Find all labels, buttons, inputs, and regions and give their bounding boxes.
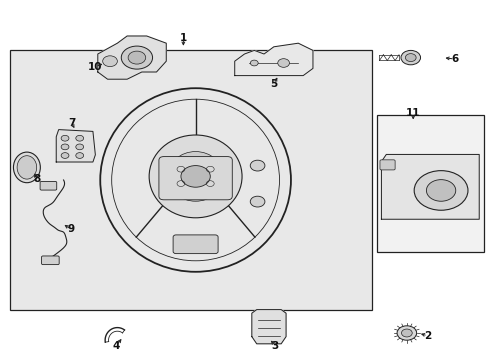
Circle shape — [250, 196, 264, 207]
Ellipse shape — [17, 156, 37, 179]
Polygon shape — [56, 130, 95, 162]
Circle shape — [401, 329, 411, 337]
Text: 11: 11 — [405, 108, 420, 118]
Circle shape — [76, 153, 83, 158]
Bar — [376, 115, 483, 252]
Polygon shape — [251, 310, 285, 344]
Text: 1: 1 — [180, 33, 186, 43]
Circle shape — [121, 46, 152, 69]
Text: 7: 7 — [68, 118, 76, 129]
FancyBboxPatch shape — [173, 235, 218, 253]
Circle shape — [61, 135, 69, 141]
Circle shape — [76, 144, 83, 150]
Circle shape — [61, 153, 69, 158]
Circle shape — [181, 166, 210, 187]
Text: 3: 3 — [271, 341, 278, 351]
Circle shape — [250, 60, 258, 66]
Ellipse shape — [167, 152, 223, 201]
Circle shape — [413, 171, 467, 210]
Ellipse shape — [149, 135, 242, 218]
Text: 6: 6 — [450, 54, 457, 64]
Circle shape — [396, 326, 416, 340]
Text: 4: 4 — [112, 341, 120, 351]
Circle shape — [61, 144, 69, 150]
Circle shape — [102, 56, 117, 67]
Circle shape — [76, 135, 83, 141]
Circle shape — [426, 180, 455, 201]
Text: 2: 2 — [424, 331, 430, 341]
Circle shape — [250, 160, 264, 171]
Polygon shape — [98, 36, 166, 79]
FancyBboxPatch shape — [40, 181, 57, 190]
Text: 8: 8 — [33, 174, 40, 184]
Text: 5: 5 — [270, 79, 277, 89]
Circle shape — [128, 51, 145, 64]
Text: 9: 9 — [67, 224, 74, 234]
Text: 10: 10 — [88, 62, 102, 72]
FancyBboxPatch shape — [159, 157, 232, 200]
Circle shape — [405, 54, 415, 62]
FancyBboxPatch shape — [379, 160, 394, 170]
Polygon shape — [234, 43, 312, 76]
FancyBboxPatch shape — [41, 256, 59, 265]
Polygon shape — [381, 154, 478, 219]
Circle shape — [400, 50, 420, 65]
Circle shape — [277, 59, 289, 67]
Bar — [10, 50, 371, 310]
Ellipse shape — [14, 152, 40, 183]
